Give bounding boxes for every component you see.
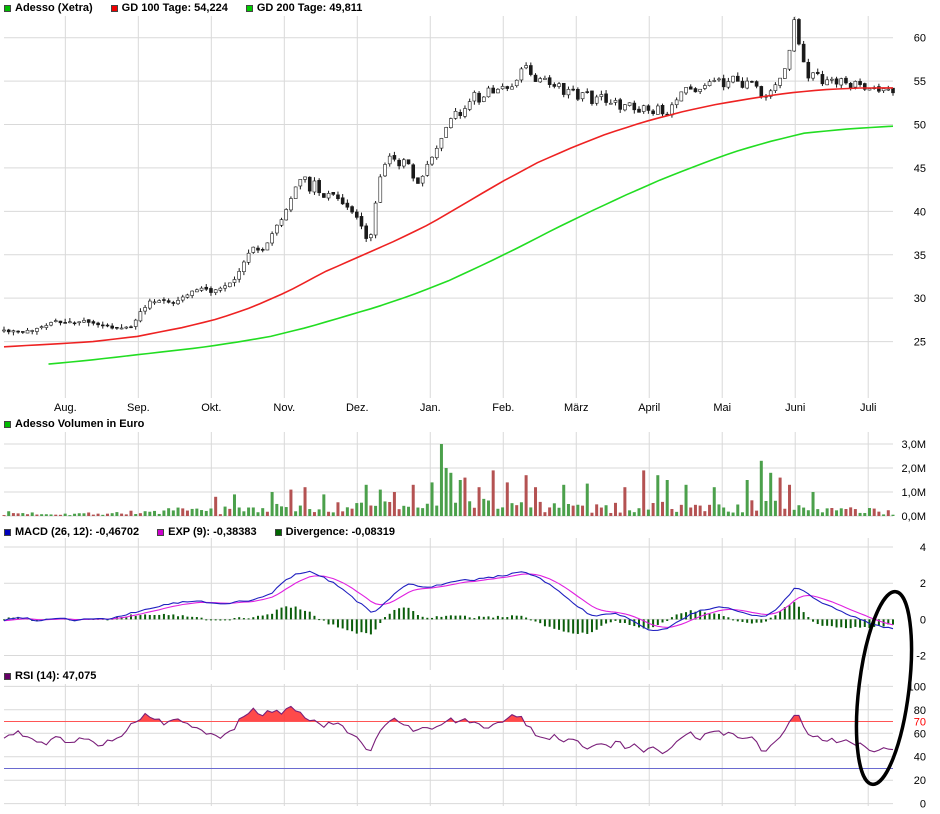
legend-swatch-icon (274, 528, 282, 536)
macd-histogram (3, 602, 894, 635)
x-tick-label: Juni (785, 402, 805, 414)
gridlines (4, 16, 893, 806)
legend-item: MACD (26, 12): -0,46702 (4, 526, 139, 538)
volume-bars (2, 444, 895, 517)
legend-item: Divergence: -0,08319 (274, 526, 396, 538)
x-tick-label: Jan. (420, 402, 441, 414)
y-tick-label: 60 (914, 728, 926, 740)
x-tick-label: Feb. (492, 402, 514, 414)
y-tick-label: 60 (914, 33, 926, 45)
y-tick-label: 0 (920, 799, 926, 811)
legend-label: GD 200 Tage: 49,811 (256, 2, 363, 14)
y-tick-label: 50 (914, 120, 926, 132)
x-tick-label: Nov. (273, 402, 295, 414)
x-tick-label: Juli (860, 402, 877, 414)
y-tick-label: 0,0M (902, 511, 926, 523)
legend-volume: Adesso Volumen in Euro (4, 418, 144, 430)
legend-rsi: RSI (14): 47,075 (4, 670, 96, 682)
macd-line (3, 570, 894, 632)
x-tick-label: März (564, 402, 588, 414)
x-tick-label: April (638, 402, 660, 414)
x-tick-label: Dez. (346, 402, 369, 414)
legend-swatch-icon (110, 4, 118, 12)
y-tick-label: 20 (914, 775, 926, 787)
y-tick-label: 55 (914, 76, 926, 88)
legend-swatch-icon (4, 528, 11, 536)
legend-label: RSI (14): 47,075 (15, 670, 97, 682)
legend-label: GD 100 Tage: 54,224 (121, 2, 228, 14)
y-tick-label: 80 (914, 705, 926, 717)
legend-swatch-icon (245, 4, 253, 12)
x-tick-label: Okt. (201, 402, 221, 414)
macd-signal-line (3, 573, 894, 628)
y-tick-label: 1,0M (902, 487, 926, 499)
y-tick-label: 70 (914, 717, 926, 729)
y-tick-label: 2,0M (902, 463, 926, 475)
x-tick-label: Mai (713, 402, 731, 414)
legend-label: Divergence: -0,08319 (285, 526, 396, 538)
y-tick-label: 3,0M (902, 439, 926, 451)
y-tick-label: 2 (920, 578, 926, 590)
y-tick-label: 100 (908, 681, 926, 693)
legend-label: Adesso Volumen in Euro (15, 418, 145, 430)
y-tick-label: 4 (920, 542, 926, 554)
y-tick-label: 25 (914, 337, 926, 349)
legend-swatch-icon (4, 672, 11, 680)
legend-item: RSI (14): 47,075 (4, 670, 96, 682)
legend-item: Adesso Volumen in Euro (4, 418, 144, 430)
candlesticks (2, 16, 895, 336)
legend-item: EXP (9): -0,38383 (157, 526, 257, 538)
y-tick-label: -2 (916, 651, 926, 663)
y-tick-label: 35 (914, 250, 926, 262)
legend-label: MACD (26, 12): -0,46702 (15, 526, 140, 538)
y-tick-label: 40 (914, 752, 926, 764)
y-tick-label: 45 (914, 163, 926, 175)
legend-swatch-icon (4, 420, 11, 428)
annotation-ellipse (854, 589, 914, 787)
x-tick-label: Aug. (54, 402, 77, 414)
legend-macd: MACD (26, 12): -0,46702 EXP (9): -0,38383… (4, 526, 395, 538)
gd200-line (48, 125, 894, 365)
legend-price: Adesso (Xetra) GD 100 Tage: 54,224 GD 200 … (4, 2, 362, 14)
gd100-line (3, 87, 893, 348)
y-tick-label: 40 (914, 206, 926, 218)
legend-item: GD 100 Tage: 54,224 (110, 2, 228, 14)
legend-swatch-icon (4, 4, 11, 12)
legend-label: Adesso (Xetra) (15, 2, 93, 14)
y-tick-label: 0 (920, 614, 926, 626)
x-tick-label: Sep. (127, 402, 150, 414)
rsi-line (3, 705, 894, 755)
legend-item: GD 200 Tage: 49,811 (245, 2, 363, 14)
y-tick-label: 30 (914, 293, 926, 305)
axis-labels: 60555045403530253,0M2,0M1,0M0,0M420-2100… (54, 33, 926, 811)
legend-item: Adesso (Xetra) (4, 2, 93, 14)
legend-label: EXP (9): -0,38383 (168, 526, 257, 538)
legend-swatch-icon (157, 528, 165, 536)
